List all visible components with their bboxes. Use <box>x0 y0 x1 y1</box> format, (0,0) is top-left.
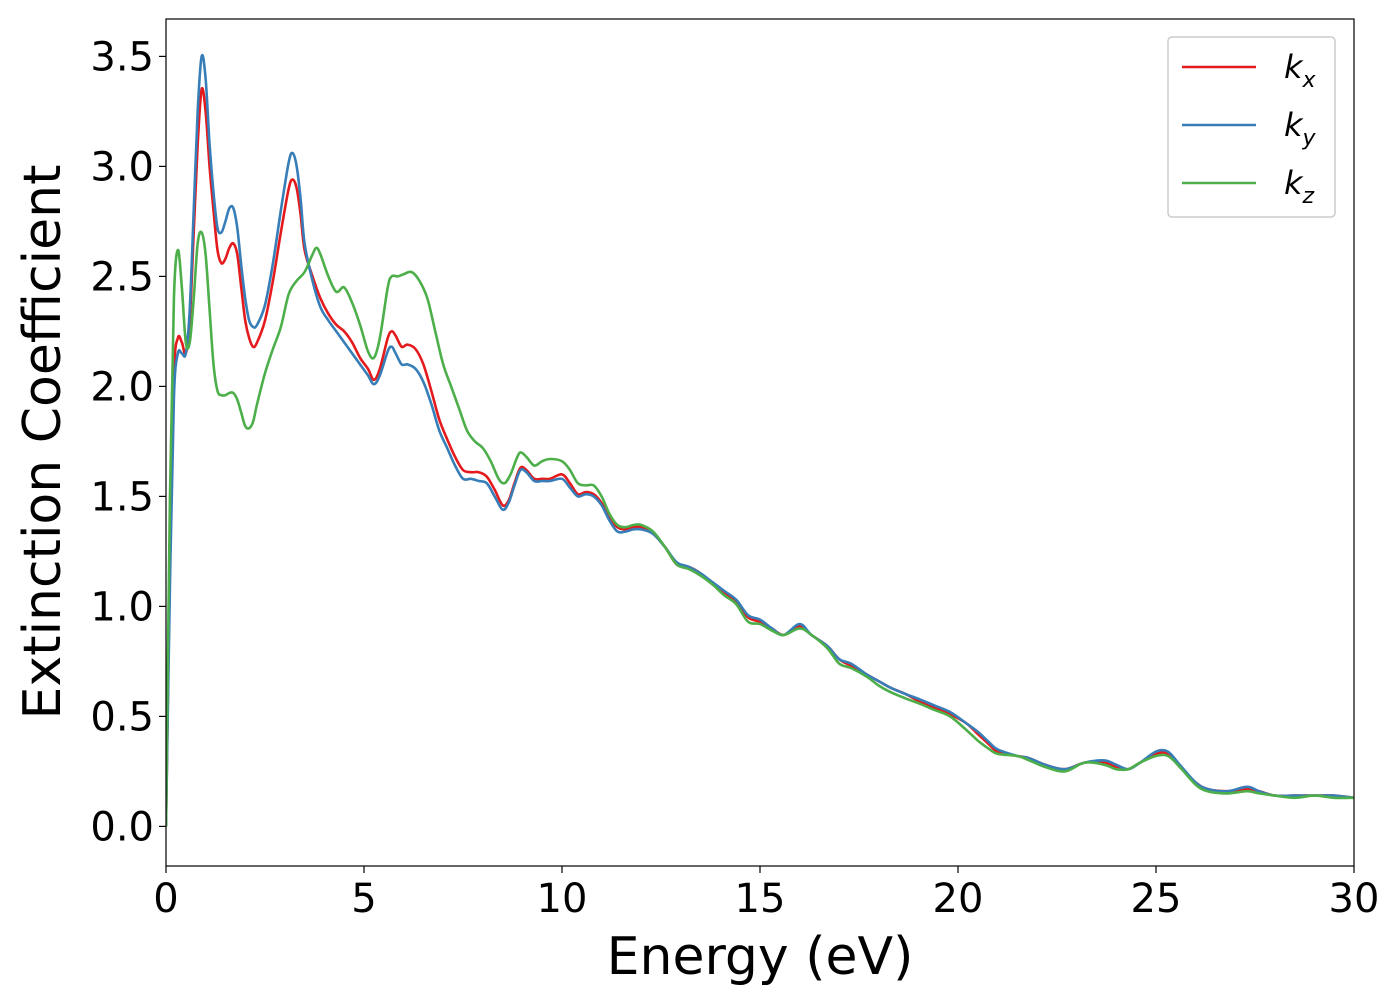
legend-label-kz: kz <box>1284 164 1315 209</box>
x-tick-label: 20 <box>933 876 984 922</box>
legend: kx ky kz <box>1167 36 1336 218</box>
series-layer <box>166 53 1354 827</box>
x-tick-label: 10 <box>537 876 588 922</box>
x-tick-label: 15 <box>735 876 786 922</box>
y-tick-label: 2.0 <box>90 364 154 410</box>
x-axis: 0 5 10 15 20 25 30 <box>153 866 1379 922</box>
x-axis-label: Energy (eV) <box>607 927 914 987</box>
x-tick-label: 30 <box>1329 876 1380 922</box>
x-tick-label: 25 <box>1131 876 1182 922</box>
y-tick-label: 2.5 <box>90 254 154 300</box>
y-tick-label: 0.5 <box>90 694 154 740</box>
y-tick-label: 1.0 <box>90 584 154 630</box>
y-axis-label: Extinction Coefficient <box>13 165 73 720</box>
legend-label-kx: kx <box>1284 48 1317 93</box>
x-tick-label: 5 <box>351 876 376 922</box>
y-tick-label: 3.5 <box>90 34 154 80</box>
y-tick-label: 1.5 <box>90 474 154 520</box>
y-tick-label: 3.0 <box>90 144 154 190</box>
legend-label-ky: ky <box>1284 106 1317 151</box>
x-tick-label: 0 <box>153 876 178 922</box>
y-tick-label: 0.0 <box>90 804 154 850</box>
series-line-kz <box>166 230 1354 827</box>
legend-frame <box>1167 36 1336 218</box>
y-axis: 0.0 0.5 1.0 1.5 2.0 2.5 3.0 3.5 <box>90 34 166 850</box>
